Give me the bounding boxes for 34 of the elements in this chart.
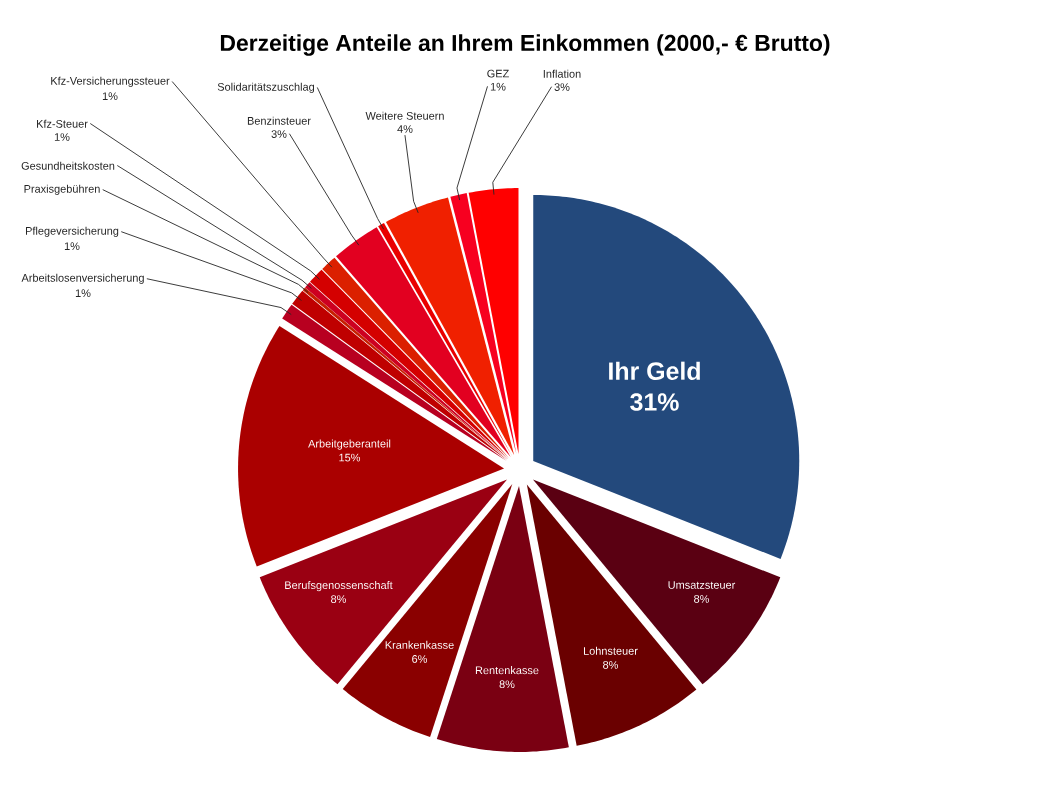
slice-label: GEZ [487, 69, 509, 78]
data-label: 31% [630, 393, 679, 411]
slice-label: Pflegeversicherung [26, 226, 119, 237]
slice-label: Rentenkasse [475, 666, 539, 675]
data-label: 8% [499, 680, 515, 689]
data-label: 8% [331, 595, 347, 603]
slice-label: Krankenkasse [385, 640, 454, 649]
slice-label: Berufsgenossenschaft [285, 580, 393, 592]
data-label: 6% [412, 655, 428, 663]
slice-label: Inflation [543, 69, 581, 78]
slice-label: Arbeitgeberanteil [308, 439, 391, 450]
slice-label: Benzinsteuer [247, 116, 311, 125]
data-label: 3% [554, 83, 570, 91]
data-label: 4% [397, 125, 413, 133]
slice-label: Praxisgebühren [24, 184, 100, 195]
slice-label: Gesundheitskosten [21, 161, 115, 170]
data-label: 15% [339, 453, 361, 462]
data-label: 1% [54, 133, 70, 141]
data-label: 1% [64, 242, 80, 250]
data-label: 1% [490, 82, 506, 91]
slice-label: Lohnsteuer [583, 646, 638, 655]
data-label: 1% [102, 92, 118, 100]
data-label: 3% [271, 130, 287, 138]
slice-label: Kfz-Versicherungssteuer [51, 76, 170, 87]
data-label: 8% [694, 595, 710, 603]
slice-label: Ihr Geld [609, 361, 700, 380]
slice-label: Solidaritätszuschlag [217, 82, 315, 93]
data-label: 1% [75, 289, 91, 297]
slice-label: Arbeitslosenversicherung [21, 273, 144, 284]
slice-label: Umsatzsteuer [668, 581, 736, 589]
slice-label: Kfz-Steuer [37, 119, 88, 128]
slice-label: Weitere Steuern [365, 111, 444, 120]
chart-title: Derzeitige Anteile an Ihrem Einkommen (2000,- € Brutto) [220, 34, 830, 56]
data-label: 8% [603, 661, 619, 669]
